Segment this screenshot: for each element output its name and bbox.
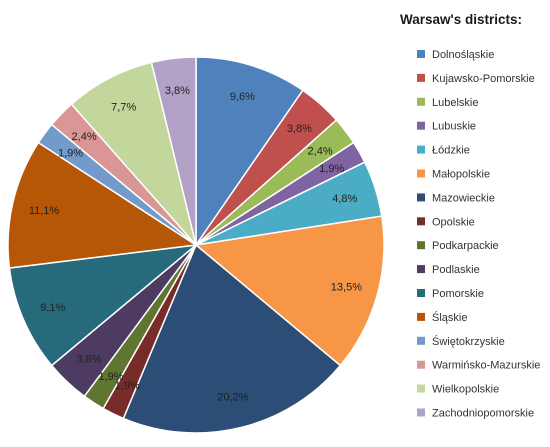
legend-swatch: [417, 289, 425, 297]
data-label: 7,7%: [111, 102, 136, 114]
data-label: 1,9%: [58, 147, 83, 159]
data-label: 9,1%: [40, 302, 65, 314]
pie-slice: [194, 215, 385, 367]
legend-swatch: [417, 312, 425, 321]
pie-slice: [8, 243, 199, 367]
legend-entry-label: Dolnośląskie: [432, 49, 494, 61]
data-label: 1,9%: [98, 371, 123, 383]
data-label: 20,2%: [217, 392, 248, 404]
legend-entry-label: Zachodniopomorskie: [432, 408, 534, 420]
data-label: 11,1%: [29, 205, 60, 217]
legend-entry-label: Podlaskie: [432, 264, 480, 276]
legend-swatch: [417, 360, 425, 369]
legend-swatch: [417, 145, 425, 154]
legend-entry-label: Opolskie: [432, 216, 475, 228]
pie-slices: [7, 56, 385, 434]
legend-swatch: [417, 73, 425, 82]
legend-entry-label: Podkarpackie: [432, 240, 499, 252]
legend-entry-label: Warmińsko-Mazurskie: [432, 360, 540, 372]
data-label: 4,8%: [332, 193, 357, 205]
data-label: 3,8%: [76, 354, 101, 366]
pie-slice: [7, 141, 199, 269]
legend-entry-label: Lubuskie: [432, 121, 476, 133]
pie-slice: [195, 56, 304, 248]
data-label: 13,5%: [331, 282, 362, 294]
legend-entry-label: Małopolskie: [432, 169, 490, 181]
legend-entry-label: Świętokrzyskie: [432, 335, 505, 348]
legend: Warsaw's districts: Dolnośląskie Kujawsko…: [400, 12, 540, 420]
pie-slice: [150, 56, 197, 246]
legend-entry-label: Mazowieckie: [432, 192, 495, 204]
legend-swatch: [417, 384, 425, 393]
legend-entry-label: Pomorskie: [432, 288, 484, 300]
legend-swatch: [417, 121, 425, 130]
data-label: 3,8%: [165, 85, 190, 97]
legend-entry-label: Kujawsko-Pomorskie: [432, 73, 535, 85]
data-label: 1,9%: [319, 163, 344, 175]
legend-entry-label: Łódzkie: [432, 145, 470, 157]
legend-entry-label: Lubelskie: [432, 97, 478, 109]
legend-swatch: [417, 408, 425, 417]
legend-swatch: [417, 265, 425, 274]
data-label: 2,4%: [308, 145, 333, 157]
data-labels: 9,6%3,8%2,4%1,9%4,8%13,5%20,2%1,9%1,9%3,…: [29, 85, 362, 404]
legend-title: Warsaw's districts:: [400, 12, 522, 27]
legend-entry-label: Wielkopolskie: [432, 384, 499, 396]
data-label: 1,9%: [115, 380, 140, 392]
legend-swatch: [417, 50, 425, 58]
legend-swatch: [417, 217, 425, 226]
pie-slice: [122, 243, 342, 434]
data-label: 3,8%: [287, 123, 312, 135]
legend-entry-label: Śląskie: [432, 311, 467, 324]
legend-swatch: [417, 193, 425, 202]
legend-swatch: [417, 169, 425, 178]
data-label: 2,4%: [72, 131, 97, 143]
legend-swatch: [417, 241, 425, 250]
data-label: 9,6%: [230, 91, 255, 103]
legend-swatch: [417, 336, 425, 345]
legend-swatch: [417, 97, 425, 106]
